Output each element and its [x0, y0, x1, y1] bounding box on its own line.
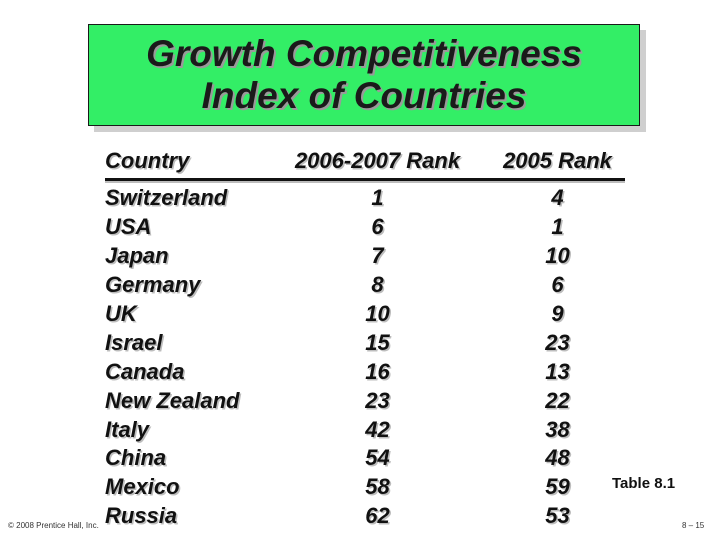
rank-2006-2007-cell: 10 — [365, 301, 390, 326]
rank-2006-2007-cell: 15 — [365, 329, 390, 355]
header-2006-2007-rank: 2006-2007 Rank — [294, 148, 461, 173]
table-note: Table 8.1 — [612, 475, 676, 492]
rank-2005-cell: 59 — [545, 474, 570, 500]
page-number: 8 – 15 — [682, 521, 705, 530]
table-body: Switzerland 1 4 USA 6 1 Japan 7 10 Germany 8 6 UK 10 9… — [105, 181, 625, 531]
rank-2005-cell: 1 — [551, 214, 564, 240]
rank-2006-2007-cell: 6 — [371, 214, 384, 240]
table-row: Canada 16 13 — [105, 357, 625, 386]
slide-title-line-1: Growth Competitiveness — [146, 33, 582, 74]
rank-2005-cell: 9 — [551, 301, 564, 326]
table-row: USA 6 1 — [105, 213, 625, 242]
rank-2006-2007-cell: 42 — [365, 416, 390, 442]
table-row: Japan 7 10 — [105, 242, 625, 271]
rank-2005-cell: 10 — [545, 243, 570, 269]
country-cell: Japan — [105, 243, 169, 269]
table-header-row: Country 2006-2007 Rank 2005 Rank — [105, 144, 625, 181]
country-cell: New Zealand — [105, 387, 240, 413]
ranking-table: Country 2006-2007 Rank 2005 Rank Switzer… — [105, 144, 625, 531]
rank-2006-2007-cell: 7 — [371, 243, 384, 269]
rank-2005-cell: 13 — [545, 358, 570, 384]
country-cell: Israel — [105, 329, 163, 355]
country-cell: Germany — [105, 272, 201, 298]
country-cell: China — [105, 445, 167, 471]
table-row: Mexico 58 59 — [105, 473, 625, 502]
header-country: Country — [105, 148, 190, 173]
country-cell: UK — [105, 301, 137, 326]
country-cell: Mexico — [105, 474, 180, 500]
rank-2005-cell: 53 — [545, 503, 570, 529]
country-cell: Russia — [105, 503, 178, 529]
rank-2005-cell: 48 — [545, 445, 570, 471]
table-row: Russia 62 53 — [105, 502, 625, 531]
table-row: Italy 42 38 — [105, 415, 625, 444]
country-cell: Italy — [105, 416, 150, 442]
table-row: New Zealand 23 22 — [105, 386, 625, 415]
table-row: UK 10 9 — [105, 300, 625, 329]
rank-2006-2007-cell: 23 — [365, 387, 390, 413]
rank-2005-cell: 6 — [551, 272, 564, 298]
rank-2005-cell: 4 — [551, 185, 564, 211]
rank-2006-2007-cell: 54 — [365, 445, 390, 471]
table-row: Switzerland 1 4 — [105, 184, 625, 213]
slide-title-line-2: Index of Countries — [201, 75, 527, 116]
rank-2005-cell: 38 — [545, 416, 570, 442]
table-row: Germany 8 6 — [105, 271, 625, 300]
header-2005-rank: 2005 Rank — [503, 148, 612, 173]
country-cell: Canada — [105, 358, 185, 384]
rank-2006-2007-cell: 8 — [371, 272, 384, 298]
country-cell: Switzerland — [105, 185, 228, 211]
country-cell: USA — [105, 214, 152, 240]
table-row: China 54 48 — [105, 444, 625, 473]
rank-2005-cell: 22 — [545, 387, 570, 413]
table-row: Israel 15 23 — [105, 328, 625, 357]
rank-2006-2007-cell: 58 — [365, 474, 390, 500]
copyright: © 2008 Prentice Hall, Inc. — [8, 521, 99, 530]
title-box: Growth Competitiveness Index of Countrie… — [88, 24, 640, 126]
rank-2006-2007-cell: 1 — [371, 185, 384, 211]
rank-2006-2007-cell: 16 — [365, 358, 390, 384]
rank-2005-cell: 23 — [545, 329, 570, 355]
rank-2006-2007-cell: 62 — [365, 503, 390, 529]
